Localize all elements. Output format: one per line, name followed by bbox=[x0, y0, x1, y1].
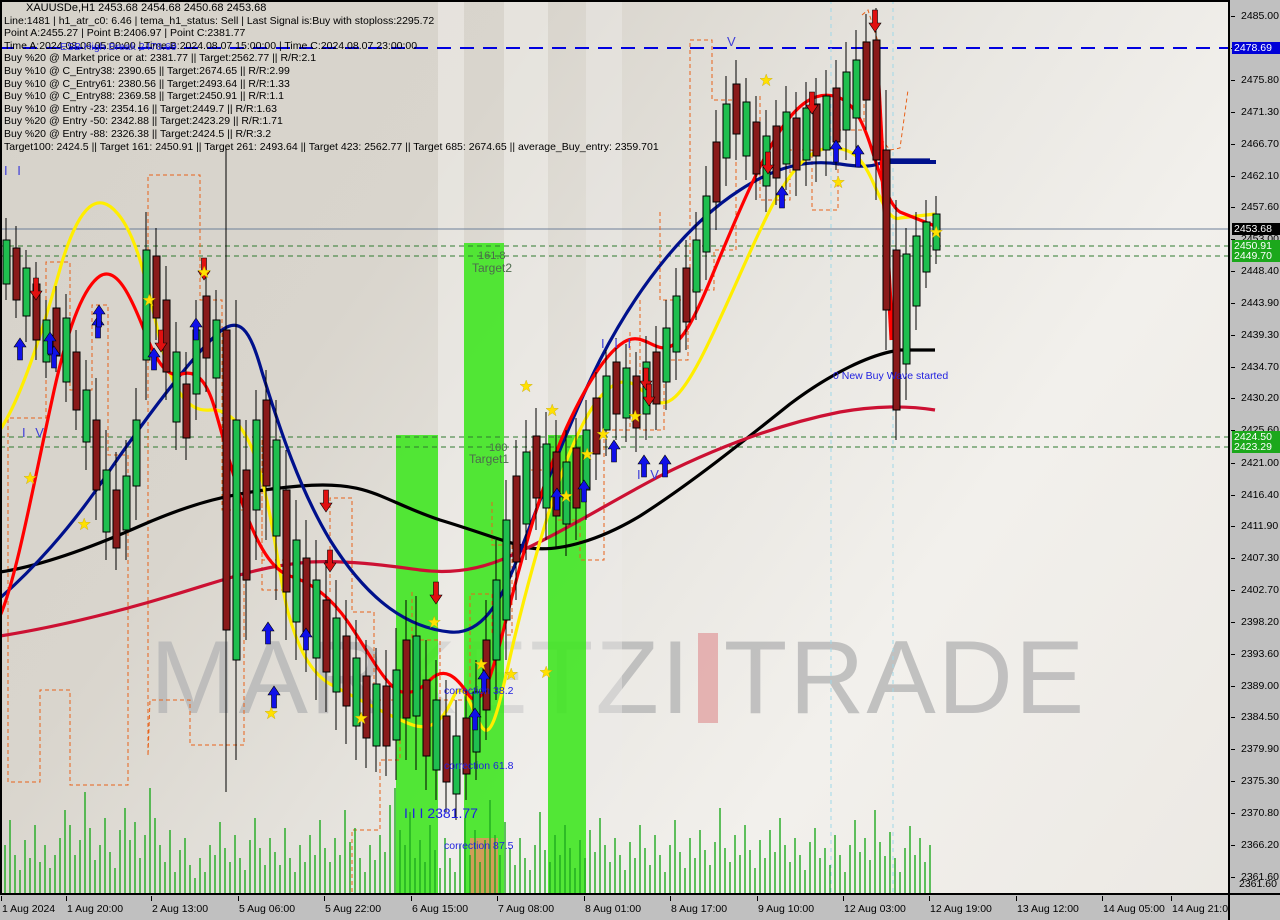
price-tick-5: 2462.10 bbox=[1230, 170, 1280, 182]
chart-graphics bbox=[0, 0, 1228, 893]
price-tick-8: 2448.40 bbox=[1230, 265, 1280, 277]
price-tick-12: 2430.20 bbox=[1230, 392, 1280, 404]
info-row-7: Buy %10 @ Entry -23: 2354.16 || Target:2… bbox=[4, 102, 277, 115]
price-tick-23: 2379.90 bbox=[1230, 743, 1280, 755]
time-tick-6: 7 Aug 08:00 bbox=[496, 896, 555, 915]
new-buy-wave-label: 0 New Buy Wave started bbox=[833, 370, 949, 382]
chart-info-header: XAUUSDe,H1 2453.68 2454.68 2450.68 2453.… bbox=[4, 2, 659, 153]
price-tick-3: 2471.30 bbox=[1230, 106, 1280, 118]
price-tick-26: 2366.20 bbox=[1230, 839, 1280, 851]
time-tick-9: 9 Aug 10:00 bbox=[756, 896, 815, 915]
info-row-6: Buy %10 @ C_Entry88: 2369.58 || Target:2… bbox=[4, 90, 284, 103]
fib-1618-label: 161.8 bbox=[478, 250, 506, 262]
wave-2-left-label: I I bbox=[4, 163, 24, 178]
correction-382-label: correction 38.2 bbox=[444, 685, 514, 697]
price-tick-16: 2411.90 bbox=[1230, 520, 1280, 532]
target1-label: Target1 bbox=[469, 452, 510, 466]
time-tick-0: 1 Aug 2024 bbox=[0, 896, 56, 915]
buy-zone-rects bbox=[396, 243, 586, 893]
price-tick-9: 2443.90 bbox=[1230, 297, 1280, 309]
time-tick-8: 8 Aug 17:00 bbox=[669, 896, 728, 915]
price-tick-19: 2398.20 bbox=[1230, 616, 1280, 628]
price-tick-21: 2389.00 bbox=[1230, 680, 1280, 692]
price-tick-14: 2421.00 bbox=[1230, 457, 1280, 469]
wave-4-left-label: I V bbox=[22, 425, 47, 440]
time-tick-11: 12 Aug 19:00 bbox=[929, 896, 992, 915]
price-tick-25: 2370.80 bbox=[1230, 807, 1280, 819]
wave-3-mid-label: I I I bbox=[601, 336, 635, 351]
time-tick-12: 13 Aug 12:00 bbox=[1016, 896, 1079, 915]
scale-corner bbox=[1228, 893, 1280, 920]
price-tick-24: 2375.30 bbox=[1230, 775, 1280, 787]
time-tick-3: 5 Aug 06:00 bbox=[237, 896, 296, 915]
indicator-info-rows: Line:1481 | h1_atr_c0: 6.46 | tema_h1_st… bbox=[4, 15, 659, 154]
esb-high-break-label: ESB High Break 2478.69 bbox=[60, 41, 177, 53]
watermark-divider bbox=[697, 633, 718, 723]
fib-100-label: 100 bbox=[489, 442, 508, 454]
time-tick-13: 14 Aug 05:00 bbox=[1102, 896, 1165, 915]
info-row-8: Buy %20 @ Entry -50: 2342.88 || Target:2… bbox=[4, 115, 283, 128]
time-cursor-lines bbox=[830, 0, 894, 893]
price-tick-27: 2361.60 bbox=[1230, 871, 1280, 883]
wave-4-mid-label: I V bbox=[637, 467, 662, 482]
correction-875-label: correction 87.5 bbox=[444, 840, 514, 852]
price-tick-15: 2416.40 bbox=[1230, 489, 1280, 501]
volume-histogram bbox=[4, 788, 931, 893]
info-row-9: Buy %20 @ Entry -88: 2326.38 || Target:2… bbox=[4, 127, 272, 140]
price-scale-bottom-tick: 2361.60 bbox=[1239, 878, 1277, 890]
price-tag-2453.68: 2453.68 bbox=[1232, 223, 1280, 235]
target2-label: Target2 bbox=[472, 261, 513, 275]
correction-618-label: correction 61.8 bbox=[444, 760, 514, 772]
sell-arrow-icons bbox=[29, 9, 882, 605]
signal-star-icons bbox=[23, 73, 943, 725]
buy-arrow-icons bbox=[13, 139, 865, 731]
price-tick-10: 2439.30 bbox=[1230, 329, 1280, 341]
info-row-0: Line:1481 | h1_atr_c0: 6.46 | tema_h1_st… bbox=[4, 14, 435, 27]
wave-3-price-label: I I I 2381.77 bbox=[404, 805, 478, 821]
info-row-3: Buy %20 @ Market price or at: 2381.77 ||… bbox=[4, 52, 317, 65]
candlesticks bbox=[2, 8, 941, 820]
time-tick-2: 2 Aug 13:00 bbox=[150, 896, 209, 915]
price-tick-6: 2457.60 bbox=[1230, 201, 1280, 213]
price-tag-2478.69: 2478.69 bbox=[1232, 42, 1280, 54]
time-tick-14: 14 Aug 21:00 bbox=[1171, 896, 1234, 915]
watermark-text-2: TRADE bbox=[723, 619, 1087, 736]
time-scale[interactable]: 1 Aug 2024 1 Aug 20:00 2 Aug 13:00 5 Aug 06… bbox=[0, 893, 1234, 920]
info-row-10: Target100: 2424.5 || Target 161: 2450.91… bbox=[4, 140, 659, 153]
wave-5-top-label: V bbox=[727, 34, 739, 49]
price-tick-22: 2384.50 bbox=[1230, 711, 1280, 723]
time-tick-1: 1 Aug 20:00 bbox=[65, 896, 124, 915]
price-tag-2449.70: 2449.70 bbox=[1232, 250, 1280, 262]
time-tick-4: 5 Aug 22:00 bbox=[323, 896, 382, 915]
price-tick-4: 2466.70 bbox=[1230, 138, 1280, 150]
price-tick-17: 2407.30 bbox=[1230, 552, 1280, 564]
ma-black bbox=[0, 348, 935, 574]
price-tick-2: 2475.80 bbox=[1230, 74, 1280, 86]
price-tag-2424.50: 2424.50 bbox=[1232, 431, 1280, 443]
time-tick-10: 12 Aug 03:00 bbox=[843, 896, 906, 915]
price-tick-0: 2485.00 bbox=[1230, 10, 1280, 22]
info-row-5: Buy %10 @ C_Entry61: 2380.56 || Target:2… bbox=[4, 77, 290, 90]
ma-darkred bbox=[0, 405, 936, 638]
info-row-4: Buy %10 @ C_Entry38: 2390.65 || Target:2… bbox=[4, 64, 290, 77]
price-tag-2423.29: 2423.29 bbox=[1232, 441, 1280, 453]
price-scale[interactable]: 2485.002480.402475.802471.302466.702462.… bbox=[1228, 0, 1280, 893]
chart-plot-area[interactable]: MARKETZI TRADE bbox=[0, 0, 1228, 893]
time-tick-5: 6 Aug 15:00 bbox=[410, 896, 469, 915]
info-row-1: Point A:2455.27 | Point B:2406.97 | Poin… bbox=[4, 27, 246, 40]
price-tag-2450.91: 2450.91 bbox=[1232, 240, 1280, 252]
info-row-2: Time A:2024.08.06 05:00:00 | Time B:2024… bbox=[4, 39, 418, 52]
price-tick-18: 2402.70 bbox=[1230, 584, 1280, 596]
price-tick-11: 2434.70 bbox=[1230, 361, 1280, 373]
price-tick-20: 2393.60 bbox=[1230, 648, 1280, 660]
symbol-timeframe-ohlc: XAUUSDe,H1 2453.68 2454.68 2450.68 2453.… bbox=[26, 2, 267, 14]
time-tick-7: 8 Aug 01:00 bbox=[583, 896, 642, 915]
